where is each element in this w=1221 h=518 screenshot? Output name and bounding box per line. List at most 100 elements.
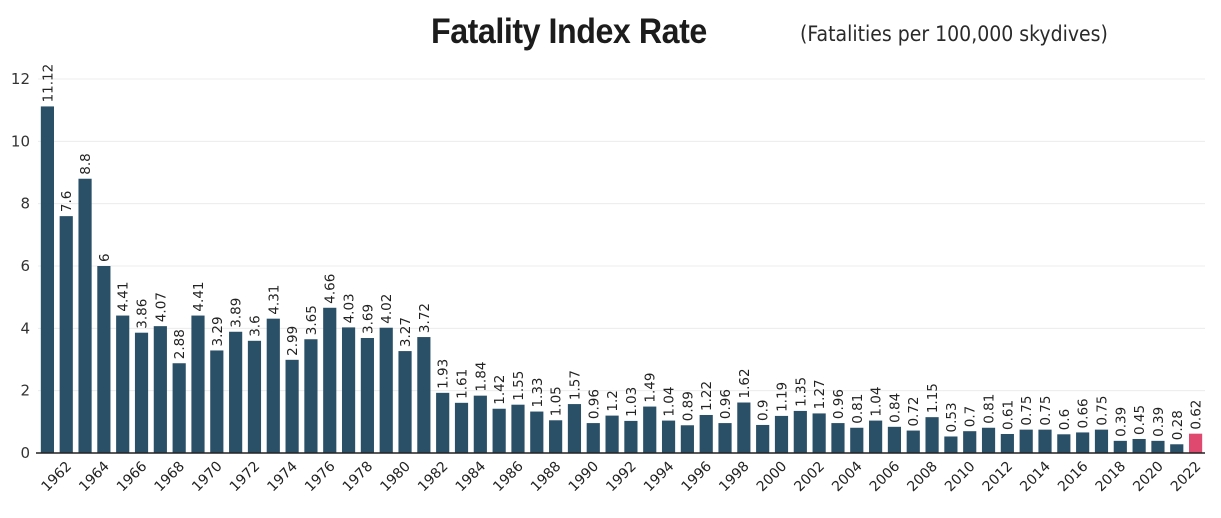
bar-1974 — [285, 359, 299, 453]
data-label: 7.6 — [59, 191, 75, 212]
x-tick-label: 2006 — [867, 458, 904, 495]
data-label: 1.57 — [567, 370, 583, 400]
bar-1973 — [266, 318, 280, 453]
y-tick-label: 4 — [20, 319, 30, 337]
x-tick-label: 1976 — [302, 458, 339, 495]
data-label: 1.2 — [605, 390, 621, 411]
bar-2013 — [1019, 429, 1033, 453]
data-label: 1.61 — [455, 369, 471, 399]
bar-1967 — [153, 326, 167, 453]
bar-1997 — [718, 423, 732, 453]
bar-1965 — [116, 315, 130, 453]
x-tick-label: 1974 — [264, 458, 301, 495]
x-tick-label: 2012 — [980, 459, 1017, 496]
data-label: 1.15 — [925, 383, 941, 413]
data-label: 0.81 — [850, 394, 866, 424]
bar-2004 — [850, 427, 864, 453]
data-label: 0.75 — [1038, 396, 1054, 426]
y-tick-label: 0 — [20, 444, 30, 462]
bar-2008 — [925, 417, 939, 453]
x-tick-label: 1962 — [39, 459, 76, 496]
bar-2016 — [1076, 432, 1090, 453]
x-tick-label: 2008 — [904, 459, 941, 496]
bar-1961 — [40, 106, 54, 453]
y-tick-label: 6 — [20, 257, 30, 275]
bar-2000 — [774, 415, 789, 453]
bar-1999 — [756, 424, 770, 453]
data-label: 3.86 — [135, 299, 151, 329]
bar-1998 — [737, 402, 751, 453]
x-tick-label: 2004 — [829, 458, 866, 495]
data-label: 3.72 — [417, 303, 433, 333]
data-label: 0.96 — [831, 389, 847, 419]
data-label: 1.93 — [436, 359, 452, 389]
data-label: 1.42 — [492, 375, 508, 405]
data-label: 4.07 — [153, 292, 169, 322]
bar-2005 — [869, 420, 883, 453]
data-label: 8.8 — [78, 153, 94, 174]
bars — [40, 106, 1203, 453]
bar-1984 — [473, 395, 487, 453]
bar-1966 — [134, 332, 149, 453]
bar-1968 — [172, 363, 186, 453]
bar-1980 — [398, 351, 412, 453]
data-label: 0.75 — [1019, 396, 1035, 426]
chart-subtitle: (Fatalities per 100,000 skydives) — [800, 22, 1108, 46]
data-label: 1.03 — [624, 387, 640, 417]
data-label: 3.6 — [247, 315, 263, 336]
bar-2009 — [944, 436, 958, 453]
data-label: 0.66 — [1076, 398, 1092, 428]
bar-1993 — [643, 406, 657, 453]
data-label: 0.45 — [1132, 405, 1148, 435]
data-label: 1.05 — [549, 386, 565, 416]
data-label: 0.96 — [586, 389, 602, 419]
data-label: 3.69 — [360, 304, 376, 334]
x-tick-label: 2022 — [1168, 459, 1205, 496]
bar-1975 — [304, 339, 318, 453]
bar-1990 — [586, 423, 600, 453]
bar-1976 — [323, 307, 337, 453]
bar-2007 — [906, 430, 920, 453]
bar-1970 — [210, 350, 224, 453]
bar-2019 — [1132, 438, 1146, 453]
data-label: 6 — [97, 253, 113, 262]
bar-1985 — [492, 408, 506, 453]
x-tick-label: 1982 — [415, 459, 452, 496]
x-tick-label: 1966 — [114, 458, 151, 495]
x-tick-label: 1990 — [566, 459, 603, 496]
y-tick-label: 12 — [11, 70, 30, 88]
x-tick-label: 2018 — [1093, 459, 1130, 496]
data-label: 0.62 — [1189, 400, 1205, 430]
bar-2010 — [963, 431, 977, 453]
data-label: 0.84 — [887, 393, 903, 423]
bar-1995 — [680, 425, 694, 453]
bar-1992 — [624, 420, 638, 453]
bar-1963 — [78, 178, 92, 453]
x-tick-label: 2020 — [1130, 459, 1167, 496]
bar-1977 — [341, 327, 356, 453]
data-label: 3.89 — [229, 298, 245, 328]
data-label: 1.19 — [774, 382, 790, 412]
data-label: 1.49 — [643, 372, 659, 402]
data-label: 1.33 — [530, 377, 546, 407]
data-label: 1.04 — [869, 387, 885, 417]
data-label: 1.04 — [662, 387, 678, 417]
bar-2003 — [831, 423, 845, 453]
bar-1971 — [229, 331, 243, 453]
data-label: 4.31 — [266, 285, 282, 315]
x-tick-label: 1978 — [340, 459, 377, 496]
data-label: 1.62 — [737, 368, 753, 398]
y-axis: 0 2 4 6 8 10 12 — [11, 70, 30, 462]
bar-2021 — [1170, 444, 1184, 453]
x-tick-label: 2010 — [942, 459, 979, 496]
bar-1983 — [454, 402, 469, 453]
x-tick-label: 1988 — [528, 459, 565, 496]
x-tick-label: 1992 — [603, 459, 640, 496]
bar-1982 — [436, 392, 450, 453]
x-tick-label: 1980 — [377, 459, 414, 496]
data-label: 0.53 — [944, 402, 960, 432]
x-tick-label: 2002 — [791, 459, 828, 496]
data-label: 3.65 — [304, 305, 320, 335]
y-tick-label: 8 — [20, 195, 30, 213]
data-label: 0.6 — [1057, 409, 1073, 430]
